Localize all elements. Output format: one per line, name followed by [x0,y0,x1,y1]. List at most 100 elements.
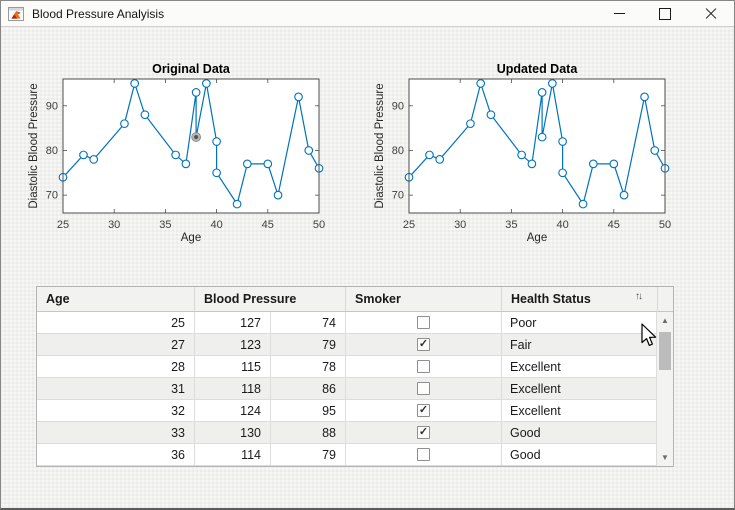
table-row: 36 114 79 Good [37,444,657,466]
cell-health-status[interactable]: Good [510,425,541,440]
table-vertical-scrollbar[interactable]: ▲ ▼ [656,312,673,466]
cell-diastolic[interactable]: 79 [271,444,346,465]
data-point[interactable] [558,137,567,146]
data-point[interactable] [527,159,537,169]
table-header-row: Age Blood Pressure Smoker Health Status [37,287,673,312]
cell-diastolic[interactable]: 74 [271,312,346,333]
cell-age[interactable]: 28 [37,356,195,377]
app-canvas: 25 30 35 40 45 50 70 80 90 Original Data Age Diasto… [1,27,734,508]
cell-systolic[interactable]: 124 [195,400,271,421]
cell-age[interactable]: 27 [37,334,195,355]
sort-icon[interactable]: ↑↓ [635,291,643,302]
smoker-checkbox-unchecked[interactable] [417,382,430,395]
data-point[interactable] [202,79,211,88]
minimize-button[interactable] [596,1,642,26]
cell-smoker[interactable] [346,334,502,355]
column-header-age[interactable]: Age [37,287,195,311]
smoker-checkbox-unchecked[interactable] [417,360,430,373]
cell-diastolic[interactable]: 86 [271,378,346,399]
cell-diastolic[interactable]: 79 [271,334,346,355]
data-point[interactable] [232,199,242,209]
data-point[interactable] [435,155,445,164]
cell-health-status[interactable]: Excellent [510,359,561,374]
cell-systolic[interactable]: 118 [195,378,271,399]
data-point[interactable] [588,159,598,169]
cell-health-status[interactable]: Good [510,447,541,462]
data-point[interactable] [89,155,99,164]
cell-age[interactable]: 33 [37,422,195,443]
data-point[interactable] [242,159,252,169]
data-point[interactable] [273,190,283,200]
data-point[interactable] [548,79,557,88]
cell-health-status[interactable]: Excellent [510,381,561,396]
data-point[interactable] [171,150,180,160]
chart-original-data[interactable]: 25 30 35 40 45 50 70 80 90 Original Data Age Diasto… [26,59,356,249]
data-point[interactable] [619,190,629,200]
data-point[interactable] [578,199,588,209]
smoker-checkbox-checked[interactable] [417,404,430,417]
cell-systolic[interactable]: 130 [195,422,271,443]
close-button[interactable] [688,1,734,26]
column-header-blood-pressure[interactable]: Blood Pressure [195,287,346,311]
cell-health-status[interactable]: Fair [510,337,532,352]
smoker-checkbox-checked[interactable] [417,338,430,351]
data-point[interactable] [537,132,547,142]
column-header-smoker[interactable]: Smoker [346,287,502,311]
data-point[interactable] [79,150,88,160]
data-point[interactable] [294,92,303,102]
cell-smoker[interactable] [346,444,502,465]
data-point[interactable] [609,159,619,169]
data-point[interactable] [181,159,191,169]
scrollbar-thumb[interactable] [659,332,671,370]
cell-smoker[interactable] [346,400,502,421]
data-point[interactable] [466,119,475,129]
smoker-checkbox-unchecked[interactable] [417,316,430,329]
data-point[interactable] [120,119,129,129]
smoker-checkbox-unchecked[interactable] [417,448,430,461]
data-point[interactable] [304,146,314,155]
data-point[interactable] [517,150,526,160]
cell-diastolic[interactable]: 78 [271,356,346,377]
x-tick-label: 25 [57,219,69,231]
cell-age[interactable]: 25 [37,312,195,333]
data-point[interactable] [558,168,567,178]
cell-diastolic[interactable]: 88 [271,422,346,443]
cell-age[interactable]: 31 [37,378,195,399]
y-axis-label: Diastolic Blood Pressure [28,83,40,208]
smoker-checkbox-checked[interactable] [417,426,430,439]
data-point[interactable] [425,150,434,160]
data-point[interactable] [263,159,273,169]
data-point[interactable] [486,110,496,120]
cell-smoker[interactable] [346,312,502,333]
data-point[interactable] [140,110,150,120]
x-tick-label: 50 [313,219,325,231]
data-point[interactable] [537,88,547,97]
highlight-point-center[interactable] [194,134,199,140]
y-tick-label: 80 [46,145,58,157]
cell-systolic[interactable]: 114 [195,444,271,465]
cell-smoker[interactable] [346,422,502,443]
cell-systolic[interactable]: 123 [195,334,271,355]
cell-age[interactable]: 36 [37,444,195,465]
cell-systolic[interactable]: 115 [195,356,271,377]
data-point[interactable] [640,92,649,102]
chart-title: Updated Data [497,62,579,76]
cell-age[interactable]: 32 [37,400,195,421]
cell-smoker[interactable] [346,356,502,377]
data-point[interactable] [130,79,140,88]
data-point[interactable] [476,79,486,88]
scroll-down-icon[interactable]: ▼ [661,453,669,462]
data-point[interactable] [212,137,221,146]
chart-updated-data[interactable]: 25 30 35 40 45 50 70 80 90 Updated Data Age Diastol… [372,59,702,249]
cell-systolic[interactable]: 127 [195,312,271,333]
cell-smoker[interactable] [346,378,502,399]
data-point[interactable] [650,146,660,155]
data-point[interactable] [212,168,221,178]
cell-diastolic[interactable]: 95 [271,400,346,421]
scroll-up-icon[interactable]: ▲ [661,316,669,325]
maximize-button[interactable] [642,1,688,26]
data-point[interactable] [191,88,201,97]
column-header-health-status[interactable]: Health Status [511,292,591,306]
cell-health-status[interactable]: Excellent [510,403,561,418]
cell-health-status[interactable]: Poor [510,315,537,330]
